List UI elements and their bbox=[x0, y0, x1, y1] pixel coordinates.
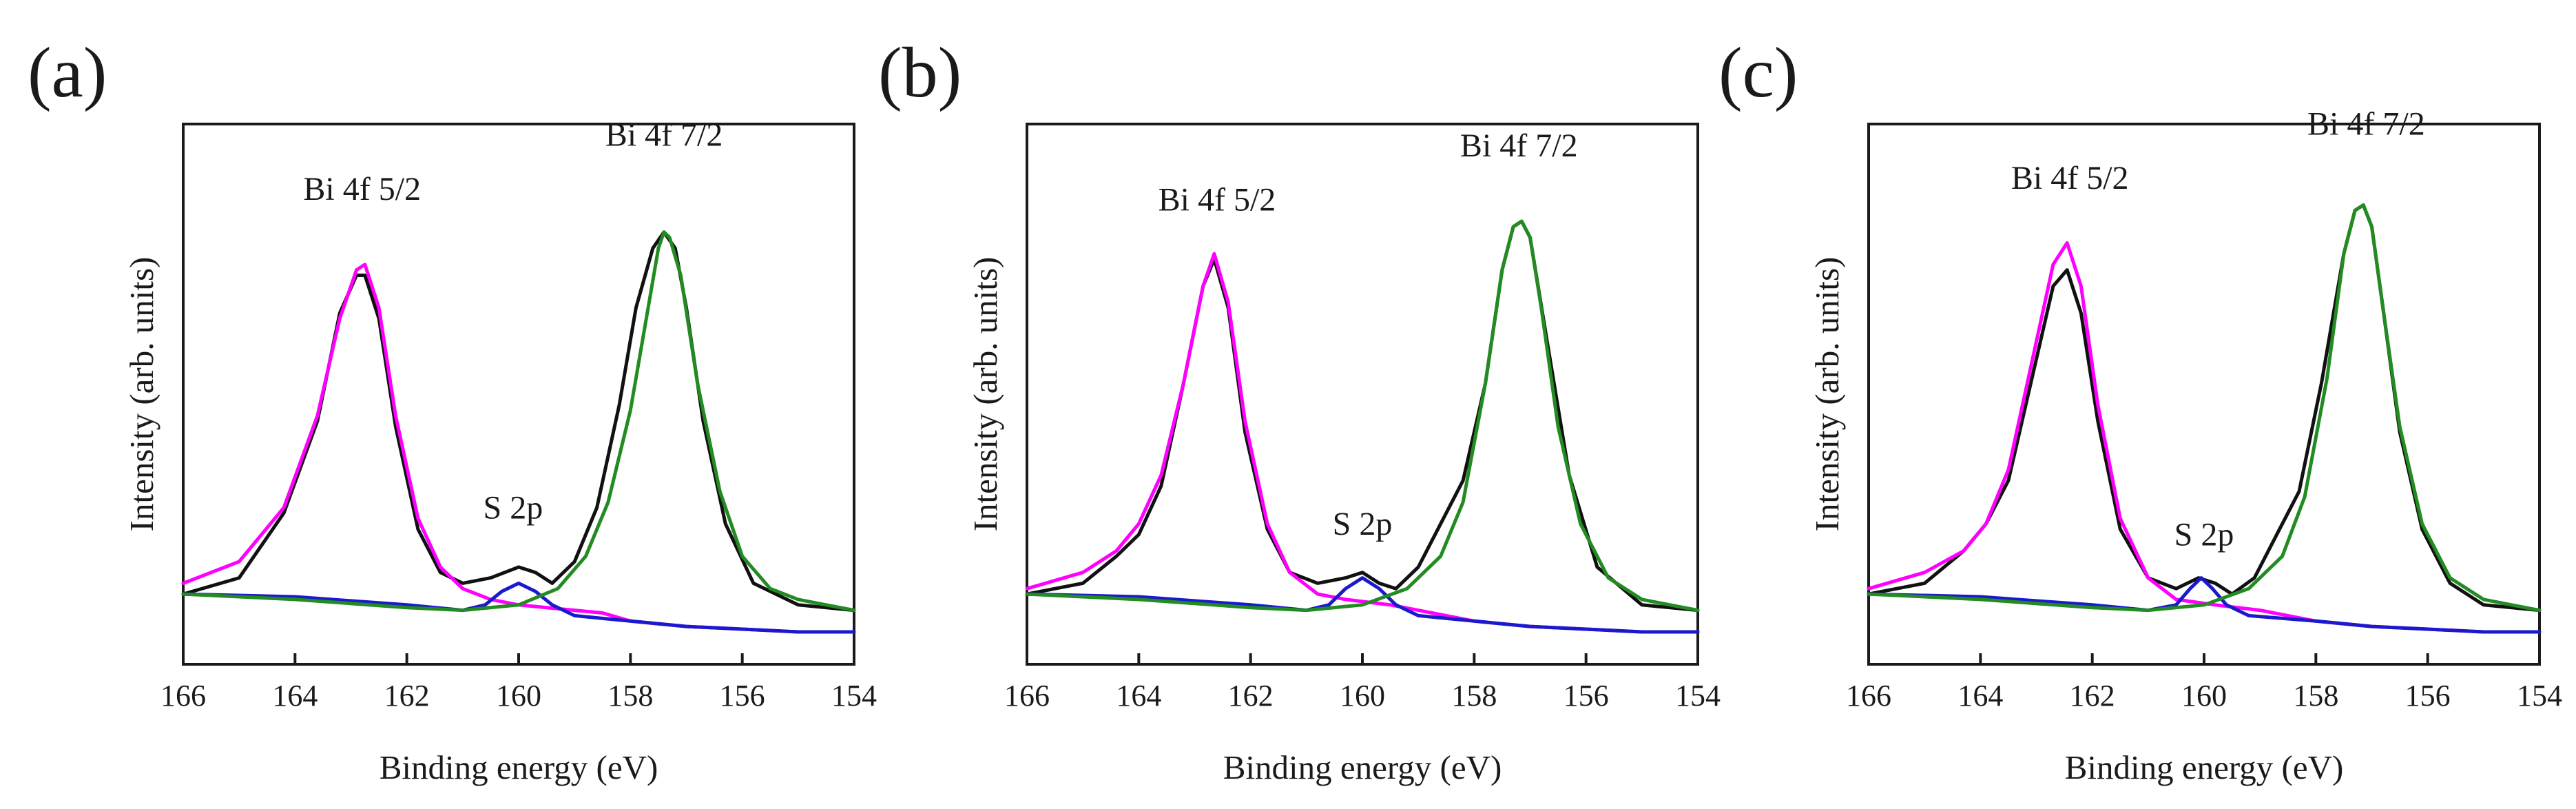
peak-annotation: Bi 4f 5/2 bbox=[2011, 160, 2129, 196]
series-bi-4f-7-2-fit bbox=[1867, 203, 2542, 613]
x-tick-label: 162 bbox=[384, 679, 430, 713]
panel-b: (b) 166 164 162 160 158 156 154 Bi 4f 5/2 S 2p B… bbox=[878, 33, 1721, 786]
x-tick-label: 154 bbox=[1675, 679, 1721, 713]
x-tick-label: 158 bbox=[1451, 679, 1497, 713]
series-bi-4f-5-2-fit bbox=[181, 263, 856, 634]
panel-label: (a) bbox=[28, 33, 107, 112]
series-bi-4f-5-2-fit bbox=[1867, 241, 2542, 634]
peak-annotation: S 2p bbox=[2174, 517, 2234, 553]
plot-frame bbox=[1026, 123, 1699, 666]
plot-frame bbox=[1867, 123, 2541, 666]
peak-annotation: Bi 4f 7/2 bbox=[2307, 106, 2425, 143]
peak-annotation: Bi 4f 5/2 bbox=[1159, 181, 1276, 218]
panel-a: (a) 166 164 162 160 158 156 154 Bi 4f 5/2 S 2p B… bbox=[28, 33, 877, 786]
x-axis-label: Binding energy (eV) bbox=[1223, 748, 1502, 786]
x-tick-label: 156 bbox=[1564, 679, 1609, 713]
series-bi-4f-7-2-fit bbox=[181, 230, 856, 613]
y-axis-label: Intensity (arb. units) bbox=[123, 257, 160, 532]
x-tick-label: 156 bbox=[720, 679, 765, 713]
series-measured bbox=[1025, 219, 1700, 613]
x-tick-label: 166 bbox=[1004, 679, 1050, 713]
series-bi-4f-5-2-fit bbox=[1025, 252, 1700, 634]
x-axis-label: Binding energy (eV) bbox=[2065, 748, 2344, 786]
series-bi-4f-7-2-fit bbox=[1025, 219, 1700, 613]
peak-annotation: Bi 4f 7/2 bbox=[1460, 127, 1578, 164]
series-s-2p-fit bbox=[181, 581, 856, 634]
panel-c: (c) 166 164 162 160 158 156 154 Bi 4f 5/2 S 2p B… bbox=[1718, 33, 2562, 786]
peak-annotation: Bi 4f 5/2 bbox=[303, 171, 421, 207]
y-axis-label: Intensity (arb. units) bbox=[966, 257, 1004, 532]
panel-label: (b) bbox=[878, 33, 962, 112]
x-tick-label: 156 bbox=[2405, 679, 2451, 713]
x-tick-label: 164 bbox=[272, 679, 318, 713]
x-tick-label: 160 bbox=[1340, 679, 1385, 713]
x-tick-label: 160 bbox=[2181, 679, 2227, 713]
x-tick-label: 154 bbox=[831, 679, 877, 713]
x-tick-label: 160 bbox=[496, 679, 541, 713]
peak-annotation: S 2p bbox=[1333, 506, 1393, 542]
series-measured bbox=[181, 230, 856, 613]
peak-annotation: Bi 4f 7/2 bbox=[605, 116, 723, 153]
peak-annotation: S 2p bbox=[484, 489, 543, 526]
y-axis-label: Intensity (arb. units) bbox=[1808, 257, 1846, 532]
x-tick-label: 158 bbox=[607, 679, 653, 713]
x-tick-label: 158 bbox=[2293, 679, 2338, 713]
panel-label: (c) bbox=[1718, 33, 1798, 112]
x-tick-label: 162 bbox=[1228, 679, 1274, 713]
x-axis-label: Binding energy (eV) bbox=[380, 748, 658, 786]
x-tick-label: 164 bbox=[1957, 679, 2003, 713]
x-tick-label: 162 bbox=[2070, 679, 2115, 713]
x-tick-label: 154 bbox=[2517, 679, 2562, 713]
x-tick-label: 166 bbox=[160, 679, 206, 713]
x-tick-label: 166 bbox=[1846, 679, 1891, 713]
series-s-2p-fit bbox=[1025, 576, 1700, 634]
x-tick-label: 164 bbox=[1116, 679, 1161, 713]
series-s-2p-fit bbox=[1867, 576, 2542, 634]
